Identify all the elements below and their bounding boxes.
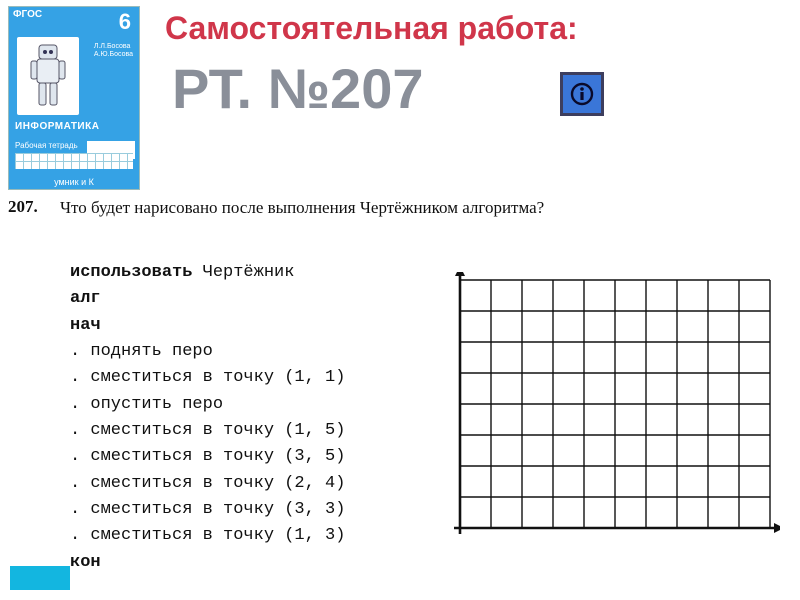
code-line: . сместиться в точку (3, 5) [70, 444, 345, 470]
code-line: . сместиться в точку (1, 1) [70, 365, 345, 391]
code-line: . сместиться в точку (3, 3) [70, 497, 345, 523]
code-line: . поднять перо [70, 339, 345, 365]
cover-fgos: ФГОС [13, 9, 42, 20]
algorithm-code: использовать Чертёжникалгнач. поднять пе… [70, 260, 345, 576]
cover-brand: умник и К [9, 177, 139, 187]
exercise-number: 207. [8, 197, 38, 217]
cover-subject: ИНФОРМАТИКА [15, 121, 99, 132]
code-line: . сместиться в точку (1, 3) [70, 523, 345, 549]
cover-gridline [15, 153, 133, 169]
code-line: алг [70, 286, 345, 312]
code-line: нач [70, 313, 345, 339]
code-line: . опустить перо [70, 392, 345, 418]
exercise-prompt: Что будет нарисовано после выполнения Че… [60, 197, 786, 220]
code-line: использовать Чертёжник [70, 260, 345, 286]
code-line: . сместиться в точку (2, 4) [70, 471, 345, 497]
robot-icon [21, 41, 75, 111]
code-line: . сместиться в точку (1, 5) [70, 418, 345, 444]
textbook-cover: ФГОС 6 Л.Л.Босова А.Ю.Босова ИНФОРМАТИКА… [8, 6, 140, 190]
slide-title: Самостоятельная работа: [165, 10, 578, 47]
coordinate-grid [430, 272, 780, 552]
footer-accent [10, 566, 70, 590]
cover-robot-area [17, 37, 79, 115]
cover-authors: Л.Л.Босова А.Ю.Босова [94, 43, 133, 60]
info-icon [570, 82, 594, 106]
code-line: кон [70, 550, 345, 576]
cover-grade: 6 [119, 9, 131, 35]
info-button[interactable] [560, 72, 604, 116]
slide-subtitle: РТ. №207 [172, 56, 423, 121]
cover-workbook: Рабочая тетрадь [15, 141, 78, 150]
